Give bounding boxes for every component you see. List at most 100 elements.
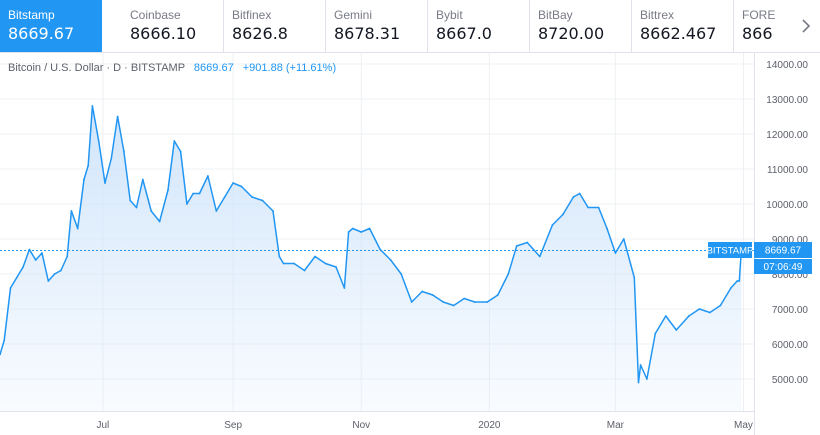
tab-gemini-name: Gemini bbox=[334, 8, 373, 22]
exchange-label: BITSTAMP bbox=[707, 246, 754, 257]
exchange-label-box bbox=[708, 242, 752, 258]
data-point bbox=[431, 294, 434, 296]
tab-bitstamp-name: Bitstamp bbox=[8, 8, 55, 22]
tab-coinbase[interactable]: Coinbase 8666.10 bbox=[122, 0, 224, 52]
data-point bbox=[410, 301, 413, 303]
tab-bittrex[interactable]: Bittrex 8662.467 bbox=[632, 0, 734, 52]
tab-gemini-price: 8678.31 bbox=[334, 24, 401, 43]
data-point bbox=[278, 255, 281, 258]
data-point bbox=[400, 273, 403, 275]
data-point bbox=[167, 189, 169, 191]
price-area-fill bbox=[0, 106, 742, 411]
data-point bbox=[473, 301, 476, 303]
y-tick-label: 8000.00 bbox=[772, 270, 809, 281]
y-tick-label: 12000.00 bbox=[766, 130, 808, 141]
data-point bbox=[551, 224, 554, 226]
tab-bittrex-price: 8662.467 bbox=[640, 24, 717, 43]
data-point bbox=[639, 364, 642, 366]
data-point bbox=[0, 353, 1, 356]
chart-legend: Bitcoin / U.S. Dollar · D · BITSTAMP 866… bbox=[8, 62, 336, 74]
data-point bbox=[110, 157, 113, 160]
data-point bbox=[223, 196, 226, 198]
data-point bbox=[70, 210, 73, 212]
next-tabs-button[interactable] bbox=[792, 0, 820, 52]
last-price-value: 8669.67 bbox=[765, 246, 802, 257]
tab-coinbase-price: 8666.10 bbox=[130, 24, 197, 43]
x-tick-label: Nov bbox=[352, 420, 370, 431]
tab-bittrex-name: Bittrex bbox=[640, 8, 675, 22]
data-point bbox=[66, 255, 69, 258]
tab-bitfinex[interactable]: Bitfinex 8626.8 bbox=[224, 0, 326, 52]
countdown-box bbox=[754, 259, 812, 274]
data-point bbox=[198, 192, 201, 195]
y-tick-label: 7000.00 bbox=[772, 305, 809, 316]
data-point bbox=[637, 381, 640, 384]
data-point bbox=[622, 238, 625, 240]
last-price-box bbox=[754, 242, 812, 258]
data-point bbox=[15, 276, 18, 279]
tab-fore-name: FORE bbox=[742, 8, 776, 22]
price-chart[interactable]: 5000.00 6000.00 7000.00 8000.00 9000.00 10000… bbox=[0, 53, 820, 435]
data-point bbox=[736, 280, 739, 282]
price-axis[interactable]: 5000.00 6000.00 7000.00 8000.00 9000.00 10000… bbox=[766, 60, 808, 386]
tab-gemini[interactable]: Gemini 8678.31 bbox=[326, 0, 428, 52]
data-point bbox=[360, 231, 363, 233]
data-point bbox=[34, 259, 37, 261]
data-point bbox=[496, 294, 499, 296]
tab-bybit[interactable]: Bybit 8667.0 bbox=[428, 0, 530, 52]
data-point bbox=[379, 248, 382, 251]
data-point bbox=[116, 115, 119, 118]
data-point bbox=[22, 266, 25, 268]
data-point bbox=[314, 255, 316, 258]
data-point bbox=[240, 185, 243, 188]
y-tick-label: 6000.00 bbox=[772, 340, 809, 351]
tab-coinbase-name: Coinbase bbox=[130, 8, 181, 22]
data-point bbox=[135, 206, 138, 209]
data-point bbox=[91, 105, 94, 107]
data-point bbox=[507, 273, 510, 275]
data-point bbox=[708, 311, 711, 314]
time-axis[interactable]: Jul Sep Nov 2020 Mar May bbox=[0, 411, 754, 432]
data-point bbox=[347, 231, 350, 233]
tab-bitstamp[interactable]: Bitstamp 8669.67 bbox=[0, 0, 102, 52]
data-point bbox=[104, 182, 106, 184]
tab-bybit-name: Bybit bbox=[436, 8, 463, 22]
countdown-value: 07:06:49 bbox=[764, 262, 803, 273]
data-point bbox=[97, 140, 100, 142]
data-point bbox=[687, 315, 690, 317]
data-point bbox=[452, 304, 455, 307]
data-point bbox=[141, 178, 144, 181]
tab-bitfinex-price: 8626.8 bbox=[232, 24, 288, 43]
data-point bbox=[232, 182, 235, 184]
data-point bbox=[215, 210, 218, 212]
chevron-right-icon bbox=[802, 19, 811, 33]
y-tick-label: 10000.00 bbox=[766, 200, 808, 211]
data-point bbox=[173, 140, 176, 142]
x-tick-label: 2020 bbox=[478, 420, 501, 431]
last-price-labels: BITSTAMP 8669.67 07:06:49 bbox=[707, 242, 812, 274]
data-point bbox=[698, 308, 701, 310]
data-point bbox=[87, 164, 90, 167]
data-point bbox=[633, 276, 636, 279]
data-point bbox=[123, 150, 125, 153]
data-point bbox=[351, 227, 354, 230]
data-point bbox=[251, 196, 253, 198]
data-point bbox=[335, 266, 337, 268]
data-point bbox=[645, 378, 648, 380]
data-point bbox=[675, 329, 678, 331]
tab-bitbay[interactable]: BitBay 8720.00 bbox=[530, 0, 632, 52]
data-point bbox=[729, 287, 732, 289]
tab-fore[interactable]: FORE 866 bbox=[734, 0, 794, 52]
data-point bbox=[389, 259, 392, 261]
data-point bbox=[368, 227, 371, 230]
y-tick-label: 13000.00 bbox=[766, 95, 808, 106]
tab-bitstamp-price: 8669.67 bbox=[8, 24, 75, 43]
data-point bbox=[597, 206, 600, 209]
data-point bbox=[738, 280, 741, 282]
data-point bbox=[83, 178, 85, 181]
last-price: 8669.67 bbox=[193, 62, 234, 74]
data-point bbox=[587, 206, 589, 209]
data-point bbox=[664, 315, 667, 317]
data-point bbox=[3, 339, 6, 342]
data-point bbox=[343, 287, 346, 289]
